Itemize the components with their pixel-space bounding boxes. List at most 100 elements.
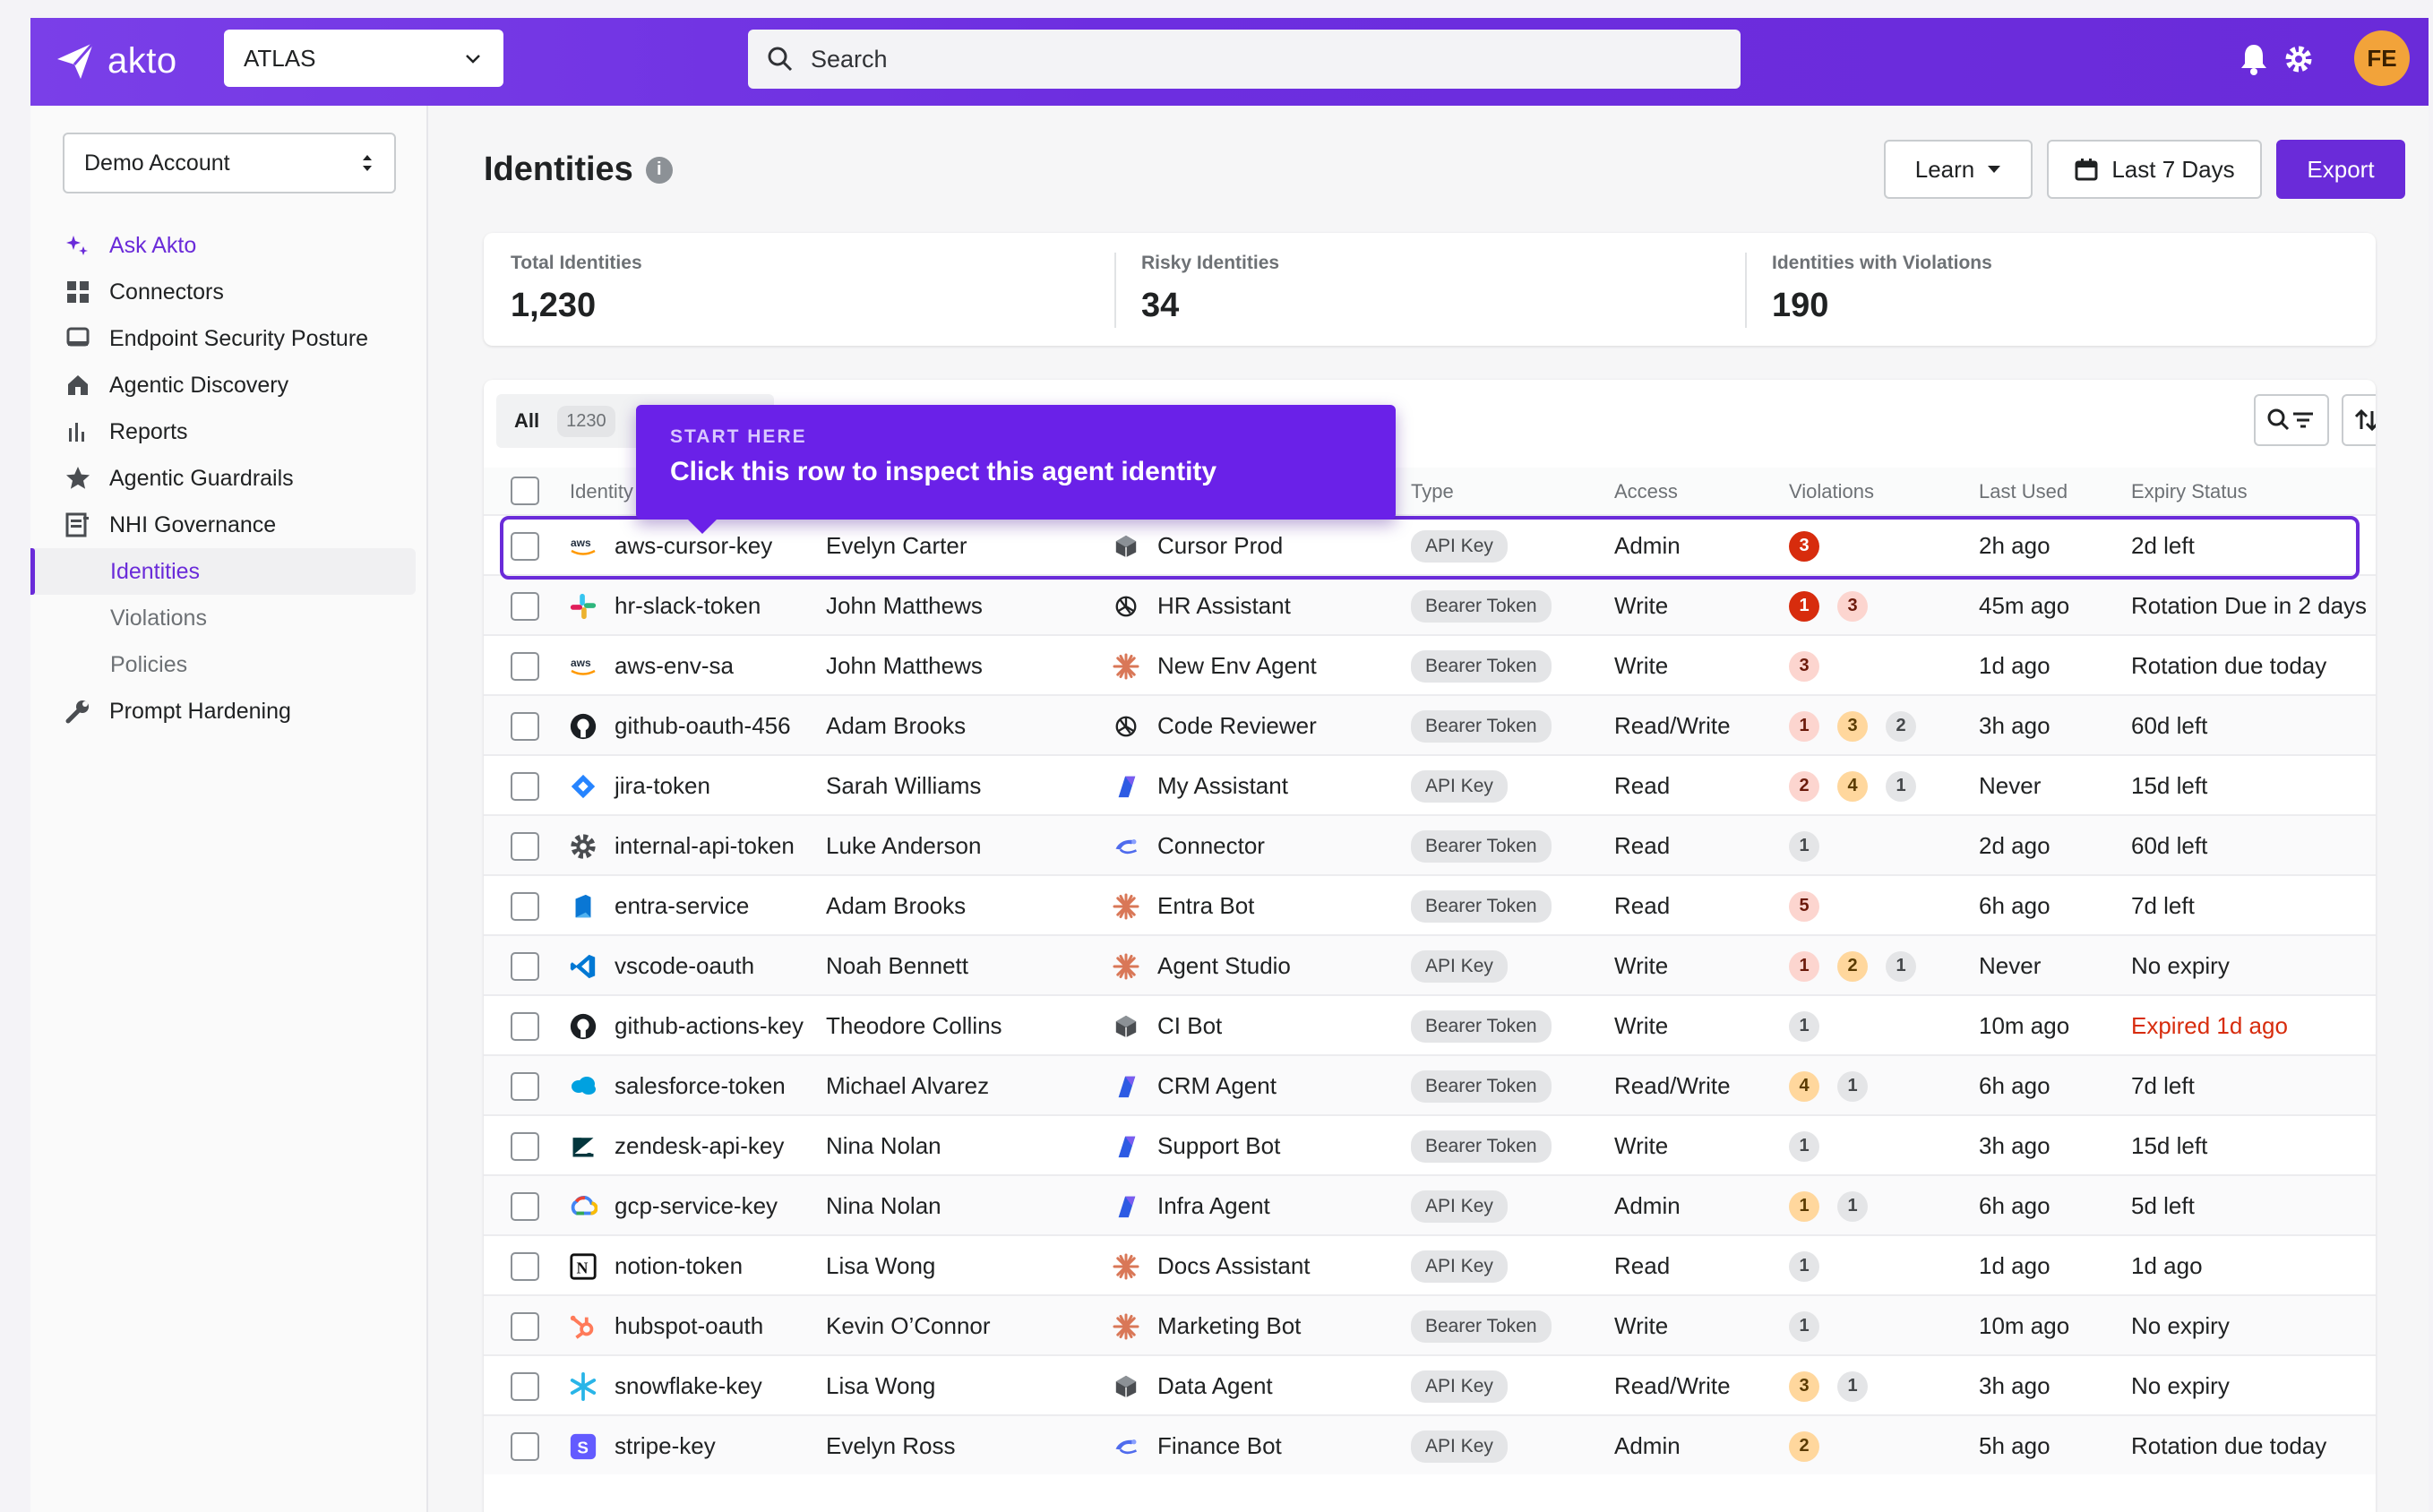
info-icon[interactable]: i: [645, 156, 673, 184]
violation-badge: 4: [1837, 770, 1868, 802]
identity-name[interactable]: aws-env-sa: [615, 652, 734, 679]
select-all-checkbox[interactable]: [511, 477, 539, 505]
identity-name[interactable]: zendesk-api-key: [615, 1132, 785, 1159]
column-header-type[interactable]: Type: [1411, 480, 1454, 503]
row-checkbox[interactable]: [511, 771, 539, 801]
learn-button[interactable]: Learn: [1884, 140, 2033, 199]
table-row[interactable]: aws aws-env-sa John Matthews New Env Agent B…: [484, 634, 2376, 694]
column-header-violations[interactable]: Violations: [1789, 480, 1874, 503]
sidebar-item-prompt-hardening[interactable]: Prompt Hardening: [30, 688, 428, 735]
agent-name[interactable]: CI Bot: [1157, 1012, 1223, 1039]
agent-name[interactable]: Agent Studio: [1157, 952, 1291, 979]
search-filter-button[interactable]: [2254, 394, 2329, 446]
identity-name[interactable]: vscode-oauth: [615, 952, 755, 979]
table-row[interactable]: hr-slack-token John Matthews HR Assistant B…: [484, 574, 2376, 634]
agent-name[interactable]: Docs Assistant: [1157, 1252, 1311, 1279]
row-checkbox[interactable]: [511, 1311, 539, 1341]
identity-name[interactable]: salesforce-token: [615, 1072, 786, 1099]
agent-name[interactable]: My Assistant: [1157, 772, 1288, 799]
identity-name[interactable]: stripe-key: [615, 1432, 716, 1459]
onboarding-tooltip[interactable]: START HERE Click this row to inspect thi…: [636, 405, 1396, 534]
date-range-button[interactable]: Last 7 Days: [2047, 140, 2262, 199]
table-row[interactable]: salesforce-token Michael Alvarez CRM Agent…: [484, 1054, 2376, 1114]
column-header-last-used[interactable]: Last Used: [1979, 480, 2068, 503]
access-level: Read/Write: [1614, 1372, 1731, 1399]
gear-icon[interactable]: [2279, 39, 2318, 79]
agent-name[interactable]: Code Reviewer: [1157, 712, 1317, 739]
agent-name[interactable]: Data Agent: [1157, 1372, 1273, 1399]
row-checkbox[interactable]: [511, 1431, 539, 1461]
row-checkbox[interactable]: [511, 1251, 539, 1281]
identity-name[interactable]: notion-token: [615, 1252, 744, 1279]
workspace-select[interactable]: ATLAS: [224, 30, 503, 87]
identity-name[interactable]: hr-slack-token: [615, 592, 761, 619]
row-checkbox[interactable]: [511, 891, 539, 921]
agent-name[interactable]: New Env Agent: [1157, 652, 1317, 679]
table-row[interactable]: entra-service Adam Brooks Entra Bot Bearer …: [484, 874, 2376, 934]
account-select[interactable]: Demo Account: [63, 133, 396, 193]
identity-name[interactable]: internal-api-token: [615, 832, 795, 859]
sidebar-item-ask-akto[interactable]: Ask Akto: [30, 222, 428, 269]
akto-logo[interactable]: akto: [54, 34, 177, 88]
identity-name[interactable]: gcp-service-key: [615, 1192, 778, 1219]
table-row[interactable]: hubspot-oauth Kevin O’Connor Marketing Bot…: [484, 1294, 2376, 1354]
row-checkbox[interactable]: [511, 831, 539, 861]
sidebar-subitem-policies[interactable]: Policies: [30, 641, 428, 688]
row-checkbox[interactable]: [511, 651, 539, 681]
agent-name[interactable]: Infra Agent: [1157, 1192, 1270, 1219]
column-header-identity[interactable]: Identity: [570, 480, 633, 503]
row-checkbox[interactable]: [511, 1011, 539, 1041]
sidebar-subitem-identities[interactable]: Identities: [30, 548, 416, 595]
row-checkbox[interactable]: [511, 531, 539, 561]
access-level: Write: [1614, 1012, 1669, 1039]
row-checkbox[interactable]: [511, 1131, 539, 1161]
document-icon: [63, 510, 93, 540]
bell-icon[interactable]: [2234, 39, 2274, 79]
table-row[interactable]: zendesk-api-key Nina Nolan Support Bot Bear…: [484, 1114, 2376, 1174]
row-checkbox[interactable]: [511, 591, 539, 621]
identity-name[interactable]: github-actions-key: [615, 1012, 804, 1039]
table-row[interactable]: jira-token Sarah Williams My Assistant API …: [484, 754, 2376, 814]
table-row[interactable]: gcp-service-key Nina Nolan Infra Agent API …: [484, 1174, 2376, 1234]
row-checkbox[interactable]: [511, 711, 539, 741]
table-row[interactable]: vscode-oauth Noah Bennett Agent Studio API …: [484, 934, 2376, 994]
column-header-access[interactable]: Access: [1614, 480, 1678, 503]
sort-button[interactable]: [2342, 394, 2376, 446]
table-row[interactable]: github-actions-key Theodore Collins CI Bot…: [484, 994, 2376, 1054]
table-row[interactable]: aws aws-cursor-key Evelyn Carter Cursor Pro…: [484, 514, 2376, 580]
row-checkbox[interactable]: [511, 1071, 539, 1101]
identity-name[interactable]: aws-cursor-key: [615, 532, 773, 559]
row-checkbox[interactable]: [511, 951, 539, 981]
agent-name[interactable]: CRM Agent: [1157, 1072, 1277, 1099]
sidebar-subitem-violations[interactable]: Violations: [30, 595, 428, 641]
sidebar-item-reports[interactable]: Reports: [30, 408, 428, 455]
sidebar-item-agentic-guardrails[interactable]: Agentic Guardrails: [30, 455, 428, 502]
sidebar-item-nhi-governance[interactable]: NHI Governance: [30, 502, 428, 548]
row-checkbox[interactable]: [511, 1191, 539, 1221]
identity-name[interactable]: entra-service: [615, 892, 750, 919]
identity-name[interactable]: jira-token: [615, 772, 710, 799]
agent-name[interactable]: Support Bot: [1157, 1132, 1281, 1159]
table-row[interactable]: snowflake-key Lisa Wong Data Agent API Key R…: [484, 1354, 2376, 1414]
agent-name[interactable]: Cursor Prod: [1157, 532, 1284, 559]
agent-name[interactable]: Marketing Bot: [1157, 1312, 1302, 1339]
identity-name[interactable]: hubspot-oauth: [615, 1312, 764, 1339]
export-button[interactable]: Export: [2276, 140, 2405, 199]
search-input[interactable]: Search: [748, 30, 1741, 89]
agent-name[interactable]: HR Assistant: [1157, 592, 1291, 619]
table-row[interactable]: internal-api-token Luke Anderson Connector…: [484, 814, 2376, 874]
sidebar-item-agentic-discovery[interactable]: Agentic Discovery: [30, 362, 428, 408]
agent-name[interactable]: Connector: [1157, 832, 1265, 859]
table-row[interactable]: github-oauth-456 Adam Brooks Code Reviewer…: [484, 694, 2376, 754]
identity-name[interactable]: snowflake-key: [615, 1372, 762, 1399]
agent-name[interactable]: Finance Bot: [1157, 1432, 1282, 1459]
column-header-expiry-status[interactable]: Expiry Status: [2131, 480, 2248, 503]
sidebar-item-endpoint-security-posture[interactable]: Endpoint Security Posture: [30, 315, 428, 362]
agent-name[interactable]: Entra Bot: [1157, 892, 1255, 919]
row-checkbox[interactable]: [511, 1371, 539, 1401]
avatar[interactable]: FE: [2354, 30, 2410, 86]
identity-name[interactable]: github-oauth-456: [615, 712, 791, 739]
sidebar-item-connectors[interactable]: Connectors: [30, 269, 428, 315]
